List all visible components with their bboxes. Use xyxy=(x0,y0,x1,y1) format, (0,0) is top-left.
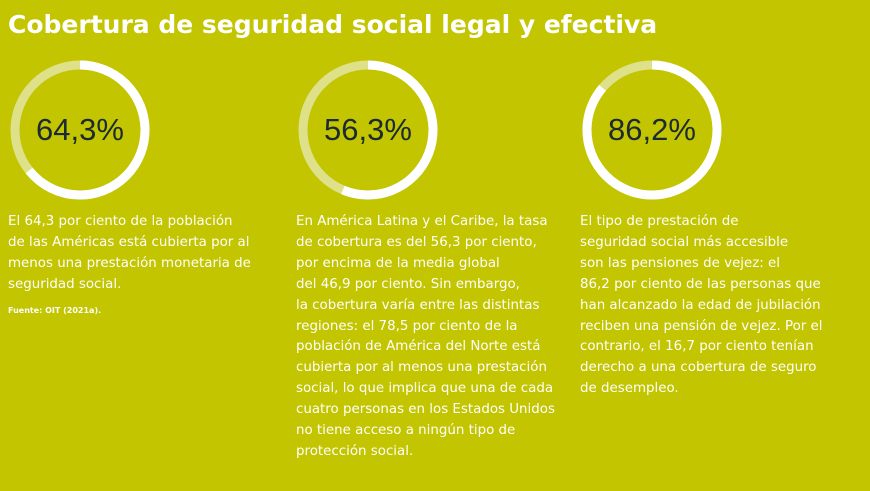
donut-value-label: 86,2% xyxy=(608,112,696,147)
donut-chart-1 xyxy=(10,60,150,200)
stat-description: En América Latina y el Caribe, la tasa d… xyxy=(296,214,555,459)
stat-description: El tipo de prestación de seguridad socia… xyxy=(580,214,823,397)
donut-chart-3 xyxy=(582,60,722,200)
donut-value-arc xyxy=(10,60,150,200)
donut-value-arc xyxy=(582,60,722,200)
donut-chart-2 xyxy=(298,60,438,200)
source-note: Fuente: OIT (2021a). xyxy=(8,306,102,315)
stat-description: El 64,3 por ciento de la población de la… xyxy=(8,214,251,292)
donut-value-arc xyxy=(298,60,438,200)
donut-value-label: 64,3% xyxy=(36,112,124,147)
donut-value-label: 56,3% xyxy=(324,112,412,147)
page-title: Cobertura de seguridad social legal y ef… xyxy=(8,10,658,39)
